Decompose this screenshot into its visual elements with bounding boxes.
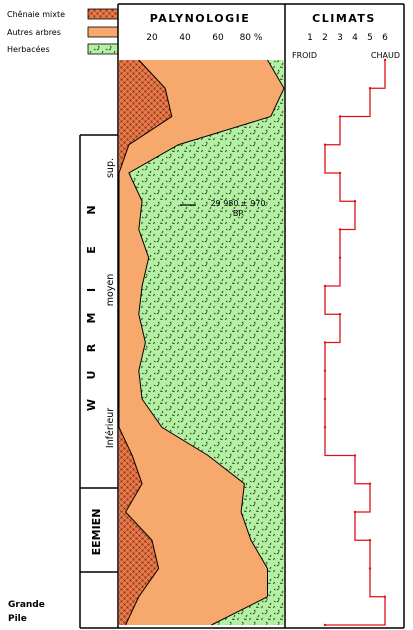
oak-boundary-line [118,59,173,626]
climate-curve [324,60,386,626]
climate-tick-label: 5 [367,33,373,43]
wurmien-letter-m: M [85,313,98,324]
climate-point [338,228,342,231]
climate-point [353,510,357,514]
climate-curve-layer [323,58,387,627]
other-trees-area [119,60,284,625]
moyen-label: moyen [105,274,116,307]
climate-tick-label: 3 [337,33,343,43]
oak-area [119,60,172,625]
inferieur-label: Inférieur [105,408,116,448]
pollen-tick-label: 60 [212,33,224,43]
legend-label-trees: Autres arbres [7,28,61,37]
pollen-tick-label: 20 [146,33,158,43]
sup-label: sup. [105,158,116,178]
climate-point [368,567,372,570]
pollen-tick-label: 40 [179,33,191,43]
legend: Chênaie mixte Autres arbres Herbacées [7,8,119,55]
palynologie-title: PALYNOLOGIE [150,12,251,25]
climate-point [338,313,342,316]
wurmien-letter-i: I [85,288,98,292]
wurmien-letter-e: E [85,246,98,254]
date-annotation: 29 980 ± 970 [210,199,265,208]
eemien-label: EEMIEN [90,509,103,556]
legend-swatch-oak [87,8,119,20]
pollen-area-layers [118,59,285,626]
climate-point [338,171,342,175]
pollen-axis-ticks: 20 40 60 80 % [146,33,263,43]
climate-point [353,454,357,457]
climate-tick-label: 2 [322,33,328,43]
wurmien-letter-n: N [85,205,98,214]
froid-label: FROID [292,51,317,60]
climate-point [323,369,327,372]
climate-point [368,482,372,485]
climate-point [368,539,372,542]
site-line-2: Pile [8,614,27,624]
climate-point [323,284,327,288]
diagram-frame [79,3,405,629]
herbs-area [128,60,284,625]
wurmien-letter-w: W [85,399,98,411]
climats-title: CLIMATS [312,12,376,25]
site-line-1: Grande [8,600,45,610]
pollen-tick-label: 80 % [240,33,263,43]
climate-tick-label: 1 [307,33,313,43]
climate-point [338,256,342,259]
trees-herbs-boundary-line [128,59,285,626]
climate-tick-label: 4 [352,33,358,43]
climate-point [323,341,327,344]
climate-point [368,87,372,90]
climate-tick-label: 6 [382,33,388,43]
legend-label-oak: Chênaie mixte [7,9,65,19]
wurmien-letter-u: U [85,371,98,380]
climate-point [338,115,342,118]
climate-point [353,200,357,203]
climate-point [323,143,327,146]
climate-point [323,397,327,401]
legend-swatch-herbs [87,43,119,55]
period-labels: N E I M R U W sup. moyen Inférieur EEMIE… [85,158,116,555]
climate-point [323,623,327,627]
wurmien-letter-r: R [85,343,98,352]
climate-point [383,595,387,598]
chaud-label: CHAUD [371,51,400,60]
legend-label-herbs: Herbacées [7,44,50,54]
date-bp: BP [233,209,243,218]
climate-point [323,426,327,429]
climate-point [383,58,387,62]
legend-swatch-trees [87,26,119,38]
